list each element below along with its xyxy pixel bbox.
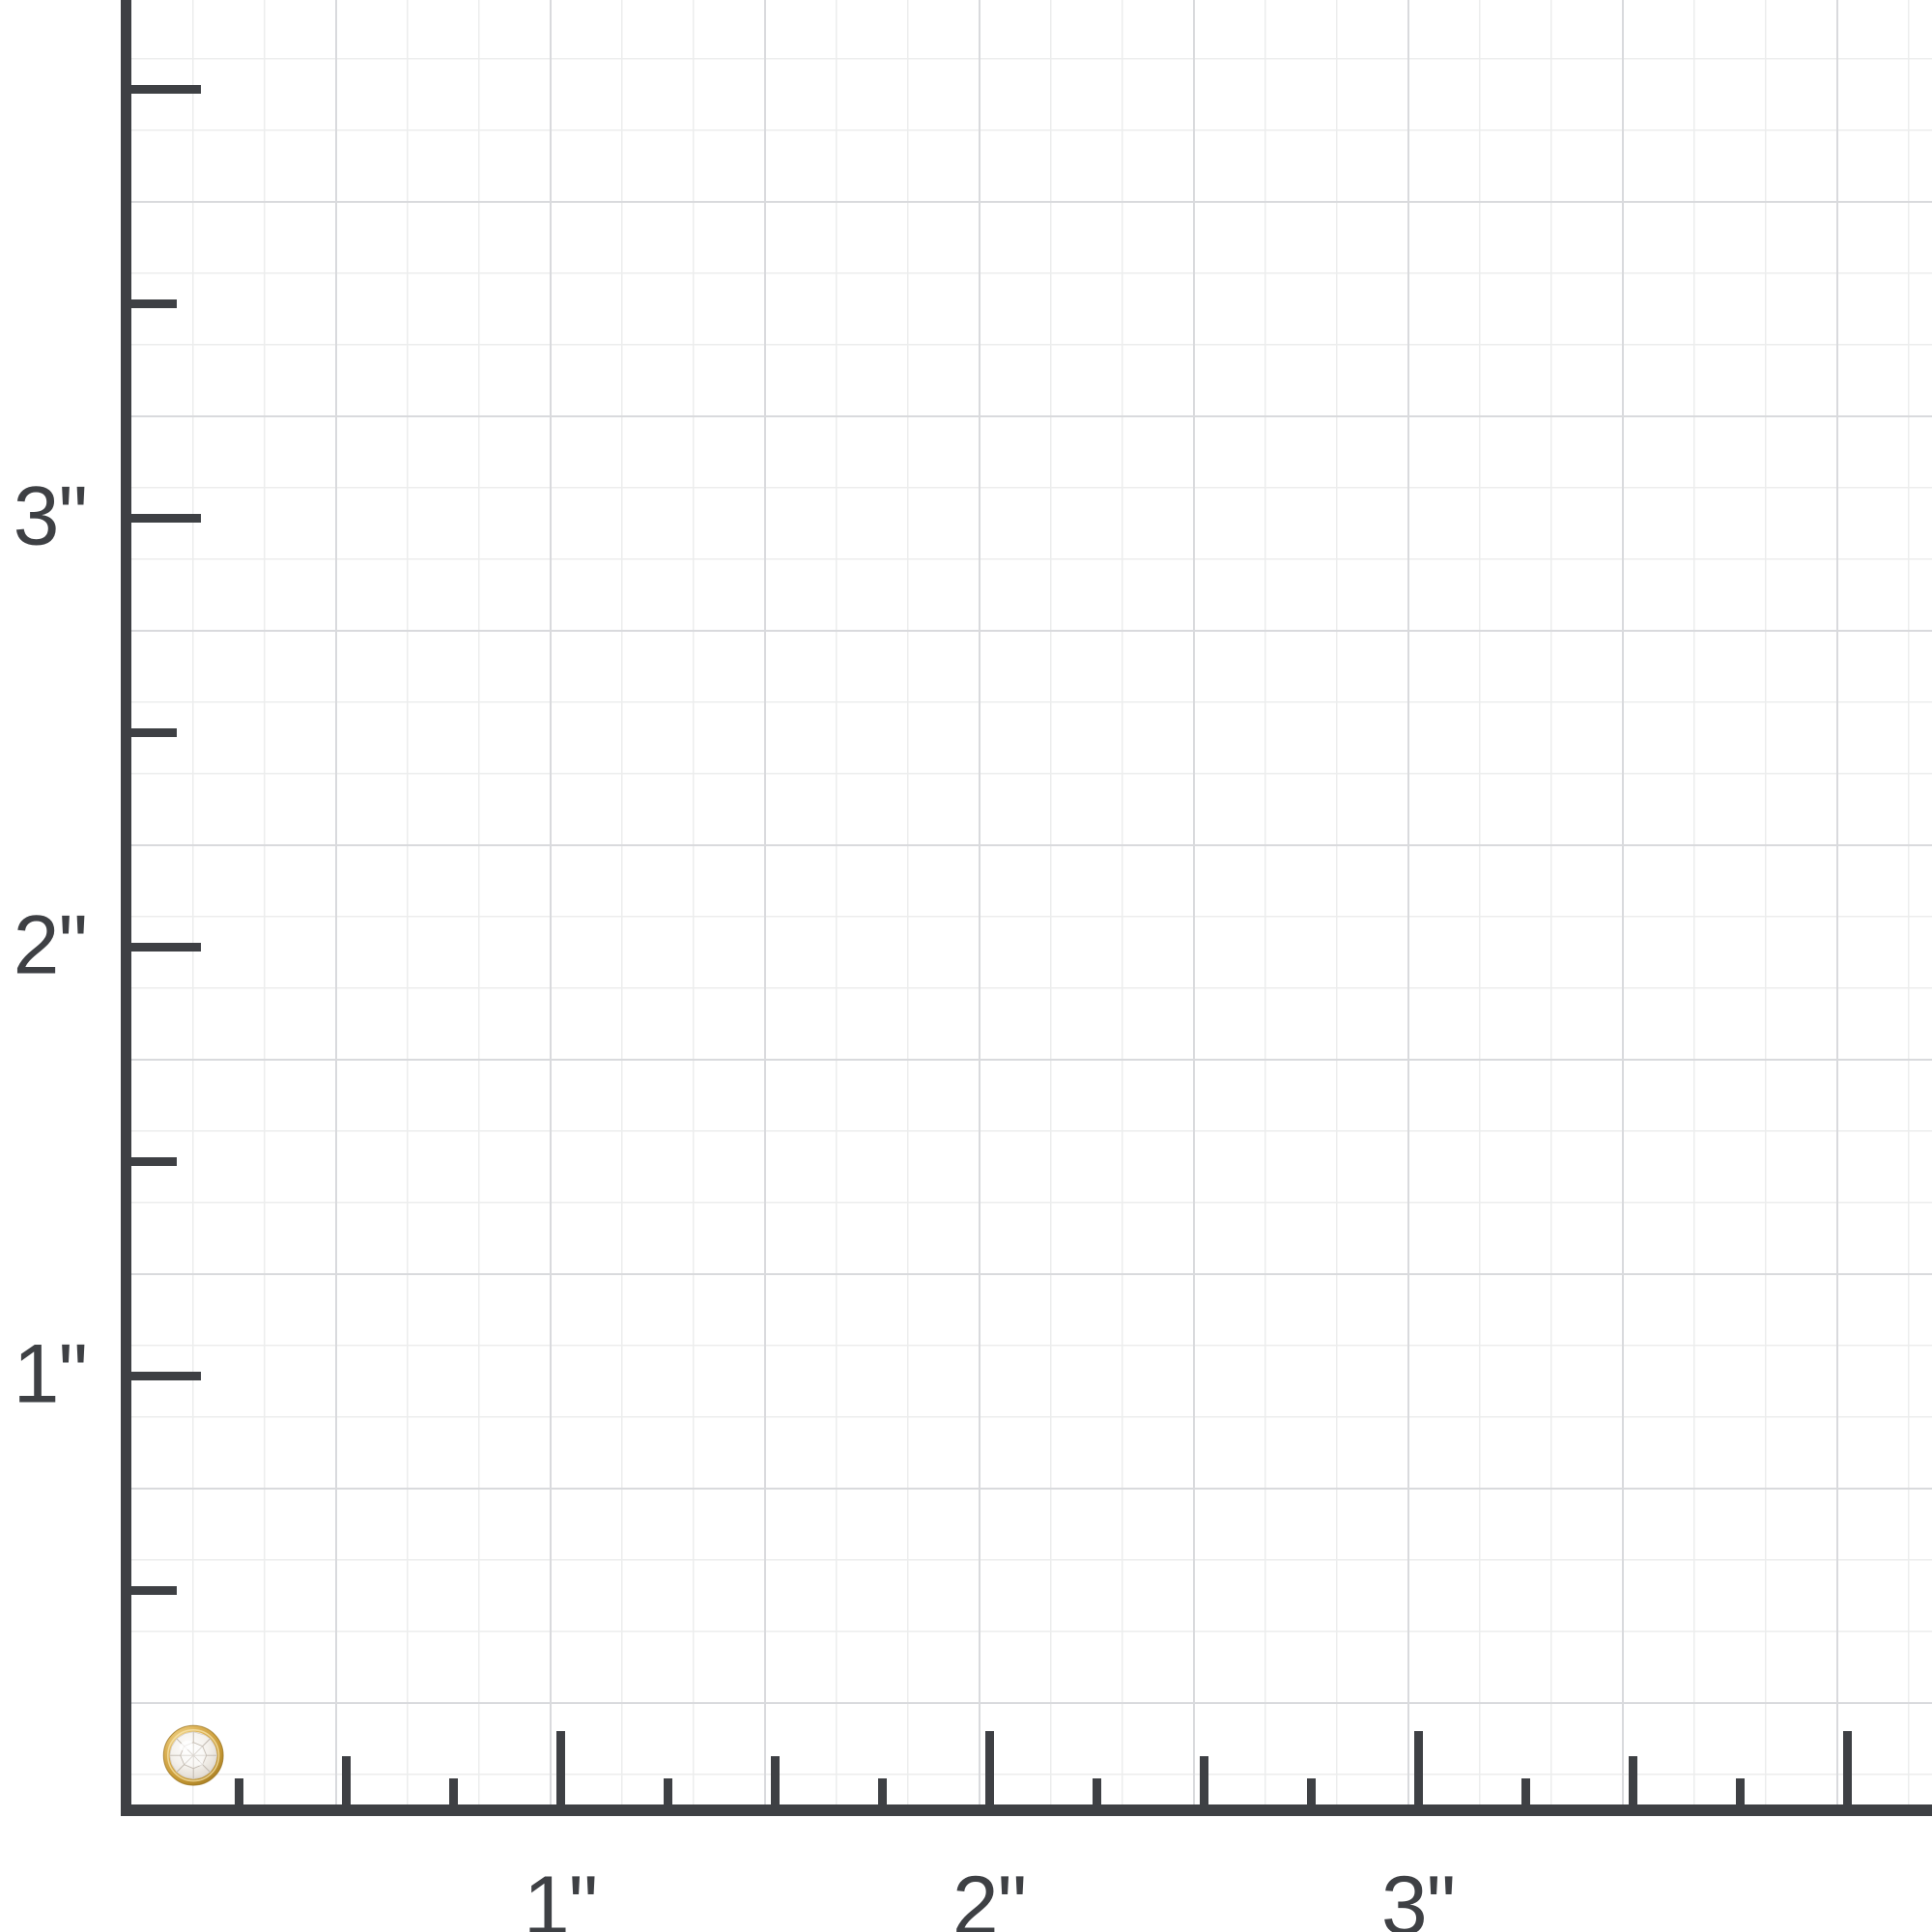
y-axis-label: 1" [13, 1327, 88, 1421]
x-tick-3-5 [1629, 1756, 1637, 1804]
x-tick-1-25 [664, 1778, 672, 1804]
x-tick-0-75 [449, 1778, 458, 1804]
y-axis-label: 2" [13, 898, 88, 992]
x-axis-label: 3" [1380, 1860, 1456, 1932]
y-tick-2 [131, 943, 201, 952]
diamond-gem-icon [162, 1724, 224, 1786]
y-tick-3 [131, 514, 201, 523]
x-tick-1 [556, 1731, 565, 1804]
x-tick-4 [1843, 1731, 1852, 1804]
y-tick-1-5 [131, 1157, 177, 1166]
y-tick-2-5 [131, 728, 177, 737]
measurement-grid [121, 0, 1932, 1804]
x-tick-1-5 [771, 1756, 780, 1804]
y-axis-line [121, 0, 131, 1816]
y-tick-0-5 [131, 1586, 177, 1595]
x-tick-1-75 [878, 1778, 887, 1804]
x-tick-2-25 [1093, 1778, 1101, 1804]
x-axis-label: 2" [952, 1860, 1027, 1932]
y-tick-1 [131, 1372, 201, 1380]
x-tick-3-25 [1521, 1778, 1530, 1804]
x-tick-2-5 [1200, 1756, 1208, 1804]
x-tick-3 [1414, 1731, 1423, 1804]
y-axis-label: 3" [13, 469, 88, 563]
x-tick-0-5 [342, 1756, 351, 1804]
x-tick-2-75 [1307, 1778, 1316, 1804]
x-tick-3-75 [1736, 1778, 1745, 1804]
bezel-set-round-diamond[interactable] [162, 1724, 224, 1786]
x-tick-0-25 [235, 1778, 243, 1804]
y-tick-4 [131, 85, 201, 94]
x-tick-2 [985, 1731, 994, 1804]
x-axis-label: 1" [523, 1860, 598, 1932]
y-tick-3-5 [131, 299, 177, 308]
x-axis-line [121, 1804, 1932, 1816]
